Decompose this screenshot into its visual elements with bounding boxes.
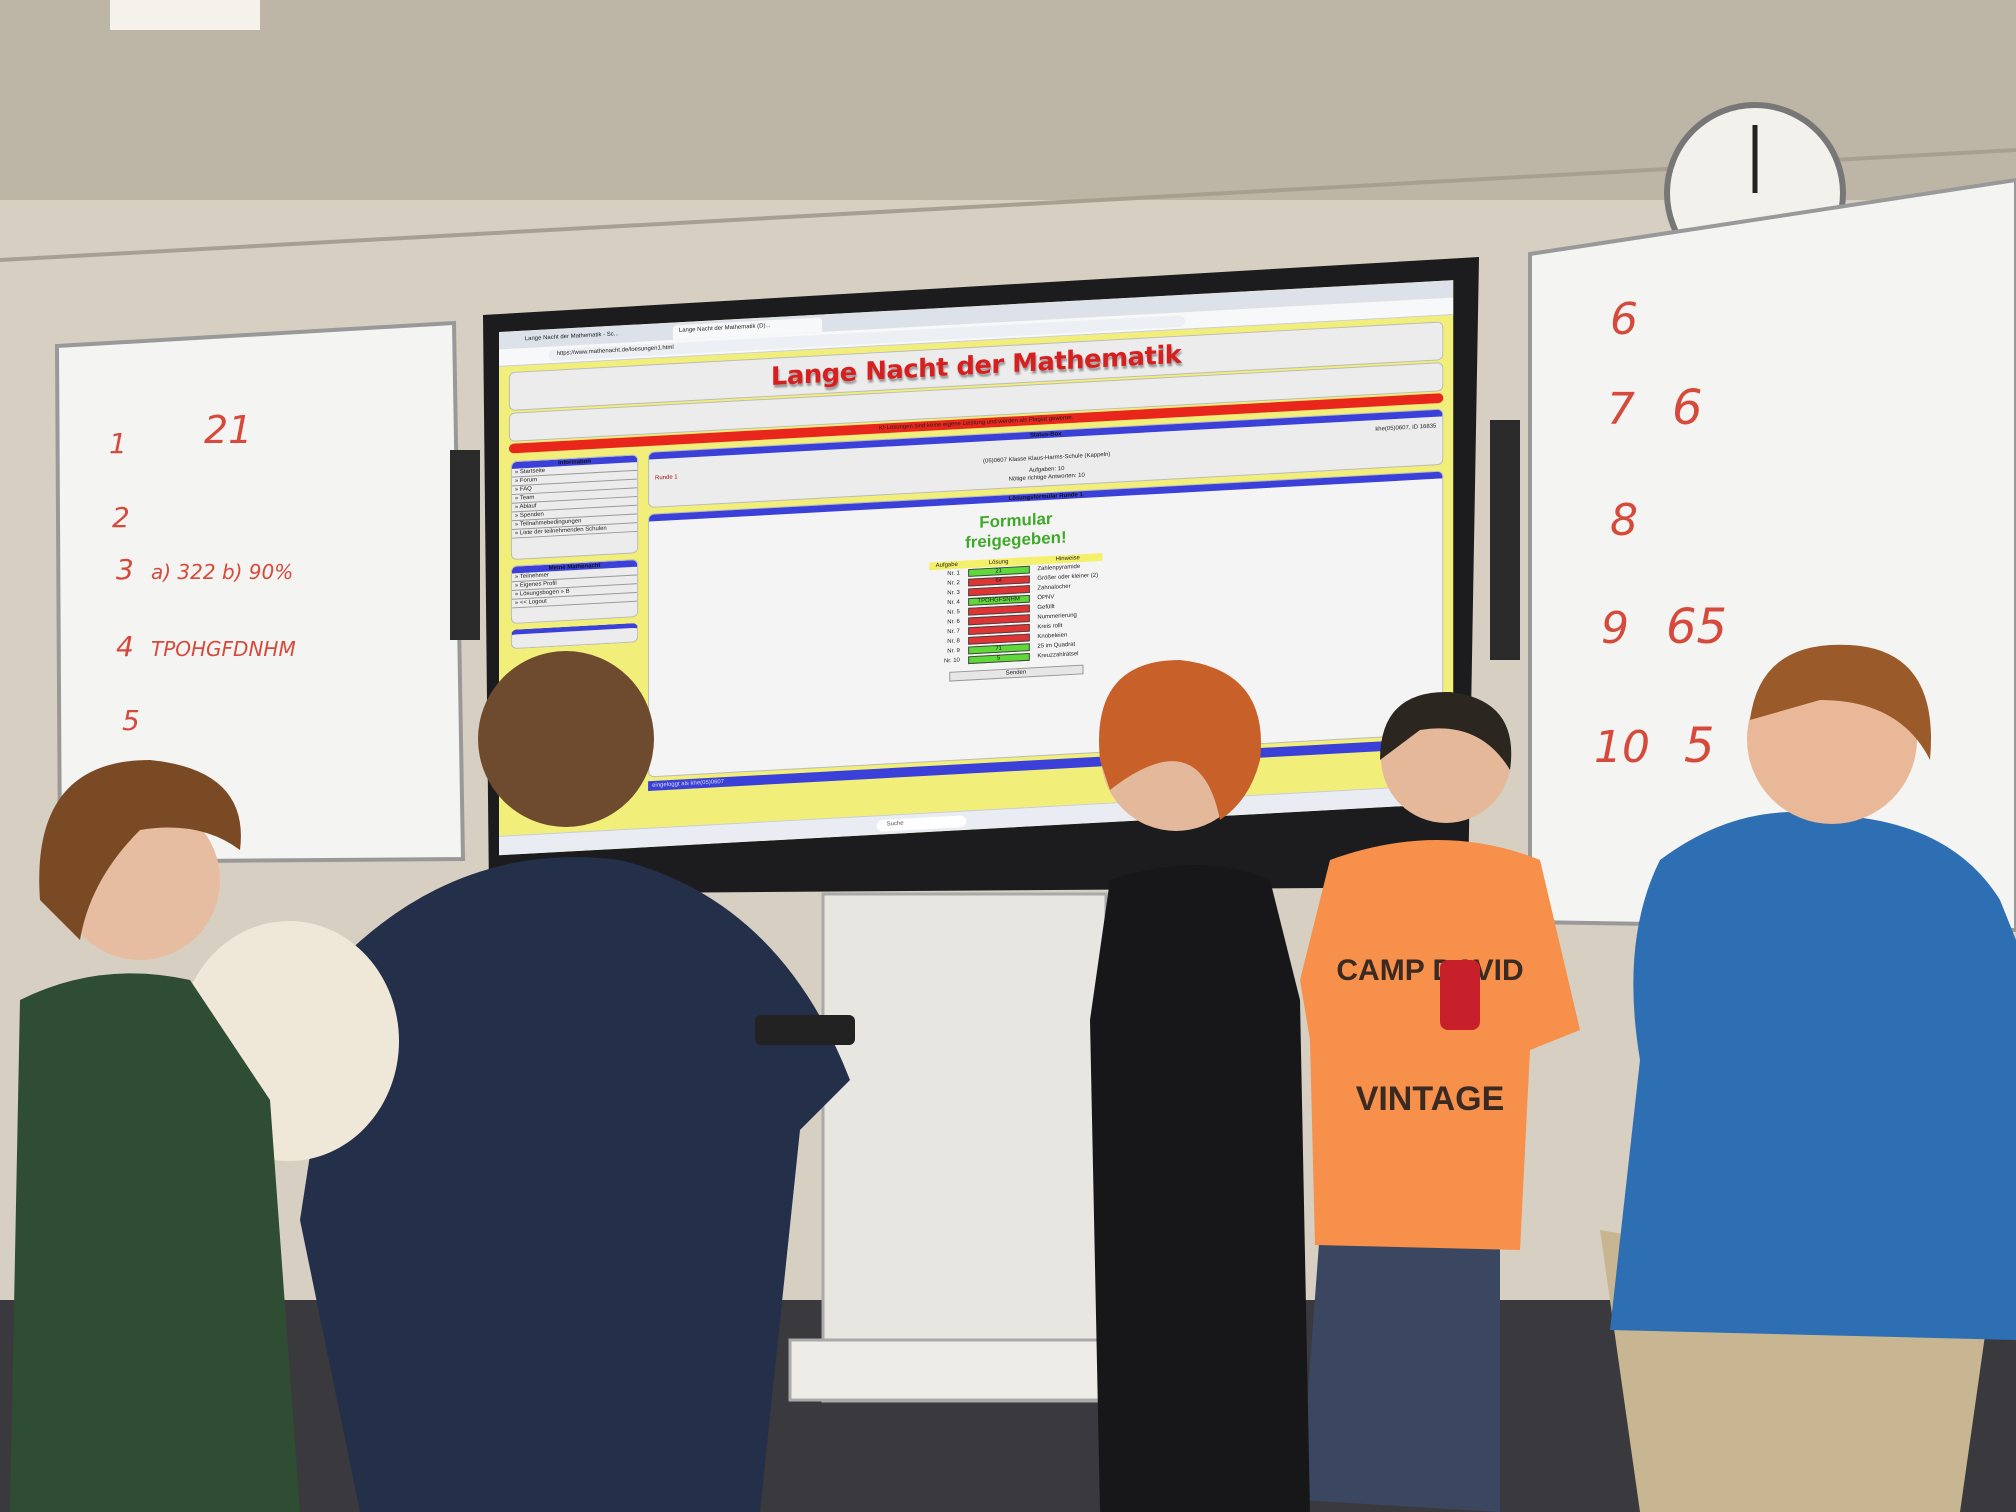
board-number: 8 (1610, 495, 1638, 546)
board-answer: TPOHGFDNHM (151, 637, 296, 661)
person-navy (300, 651, 855, 1512)
board-number: 4 (116, 630, 134, 663)
board-number: 9 (1601, 603, 1629, 654)
board-answer: 5 (1684, 718, 1715, 774)
hair (1380, 691, 1512, 770)
person-orange: CAMP DAVID VINTAGE (1300, 691, 1580, 1512)
board-number: 3 (116, 553, 134, 586)
keyboard (755, 1015, 855, 1045)
stand-base (788, 1338, 1142, 1402)
board-answer: 65 (1666, 599, 1727, 655)
shirt-print: VINTAGE (1356, 1080, 1505, 1118)
shirt-print: CAMP DAVID (1336, 954, 1523, 987)
hair (1750, 644, 1931, 760)
board-answer: 21 (204, 408, 252, 452)
board-answer: a) 322 b) 90% (151, 560, 293, 584)
person-black (1090, 660, 1310, 1512)
fleece (300, 857, 850, 1512)
board-answer: 6 (1672, 380, 1703, 436)
hair (478, 651, 654, 827)
board-number: 2 (112, 501, 130, 534)
person-right (1600, 644, 2016, 1512)
jeans (1300, 1230, 1500, 1512)
board-number: 5 (122, 704, 140, 737)
tshirt (1300, 840, 1580, 1250)
sweater (1090, 865, 1310, 1512)
tshirt (10, 973, 300, 1512)
board-number: 1 (109, 427, 127, 460)
ceiling-light (110, 0, 260, 30)
person-left (10, 760, 300, 1512)
speaker-right (1490, 420, 1520, 660)
hoodie (1610, 812, 2016, 1340)
whiteboard-left (54, 320, 466, 865)
soda-can (1440, 960, 1480, 1030)
hair (1099, 660, 1261, 820)
speaker-left (450, 450, 480, 640)
hair (39, 760, 241, 940)
board-number: 6 (1610, 294, 1638, 345)
board-number: 10 (1594, 722, 1650, 773)
board-number: 7 (1607, 384, 1635, 435)
